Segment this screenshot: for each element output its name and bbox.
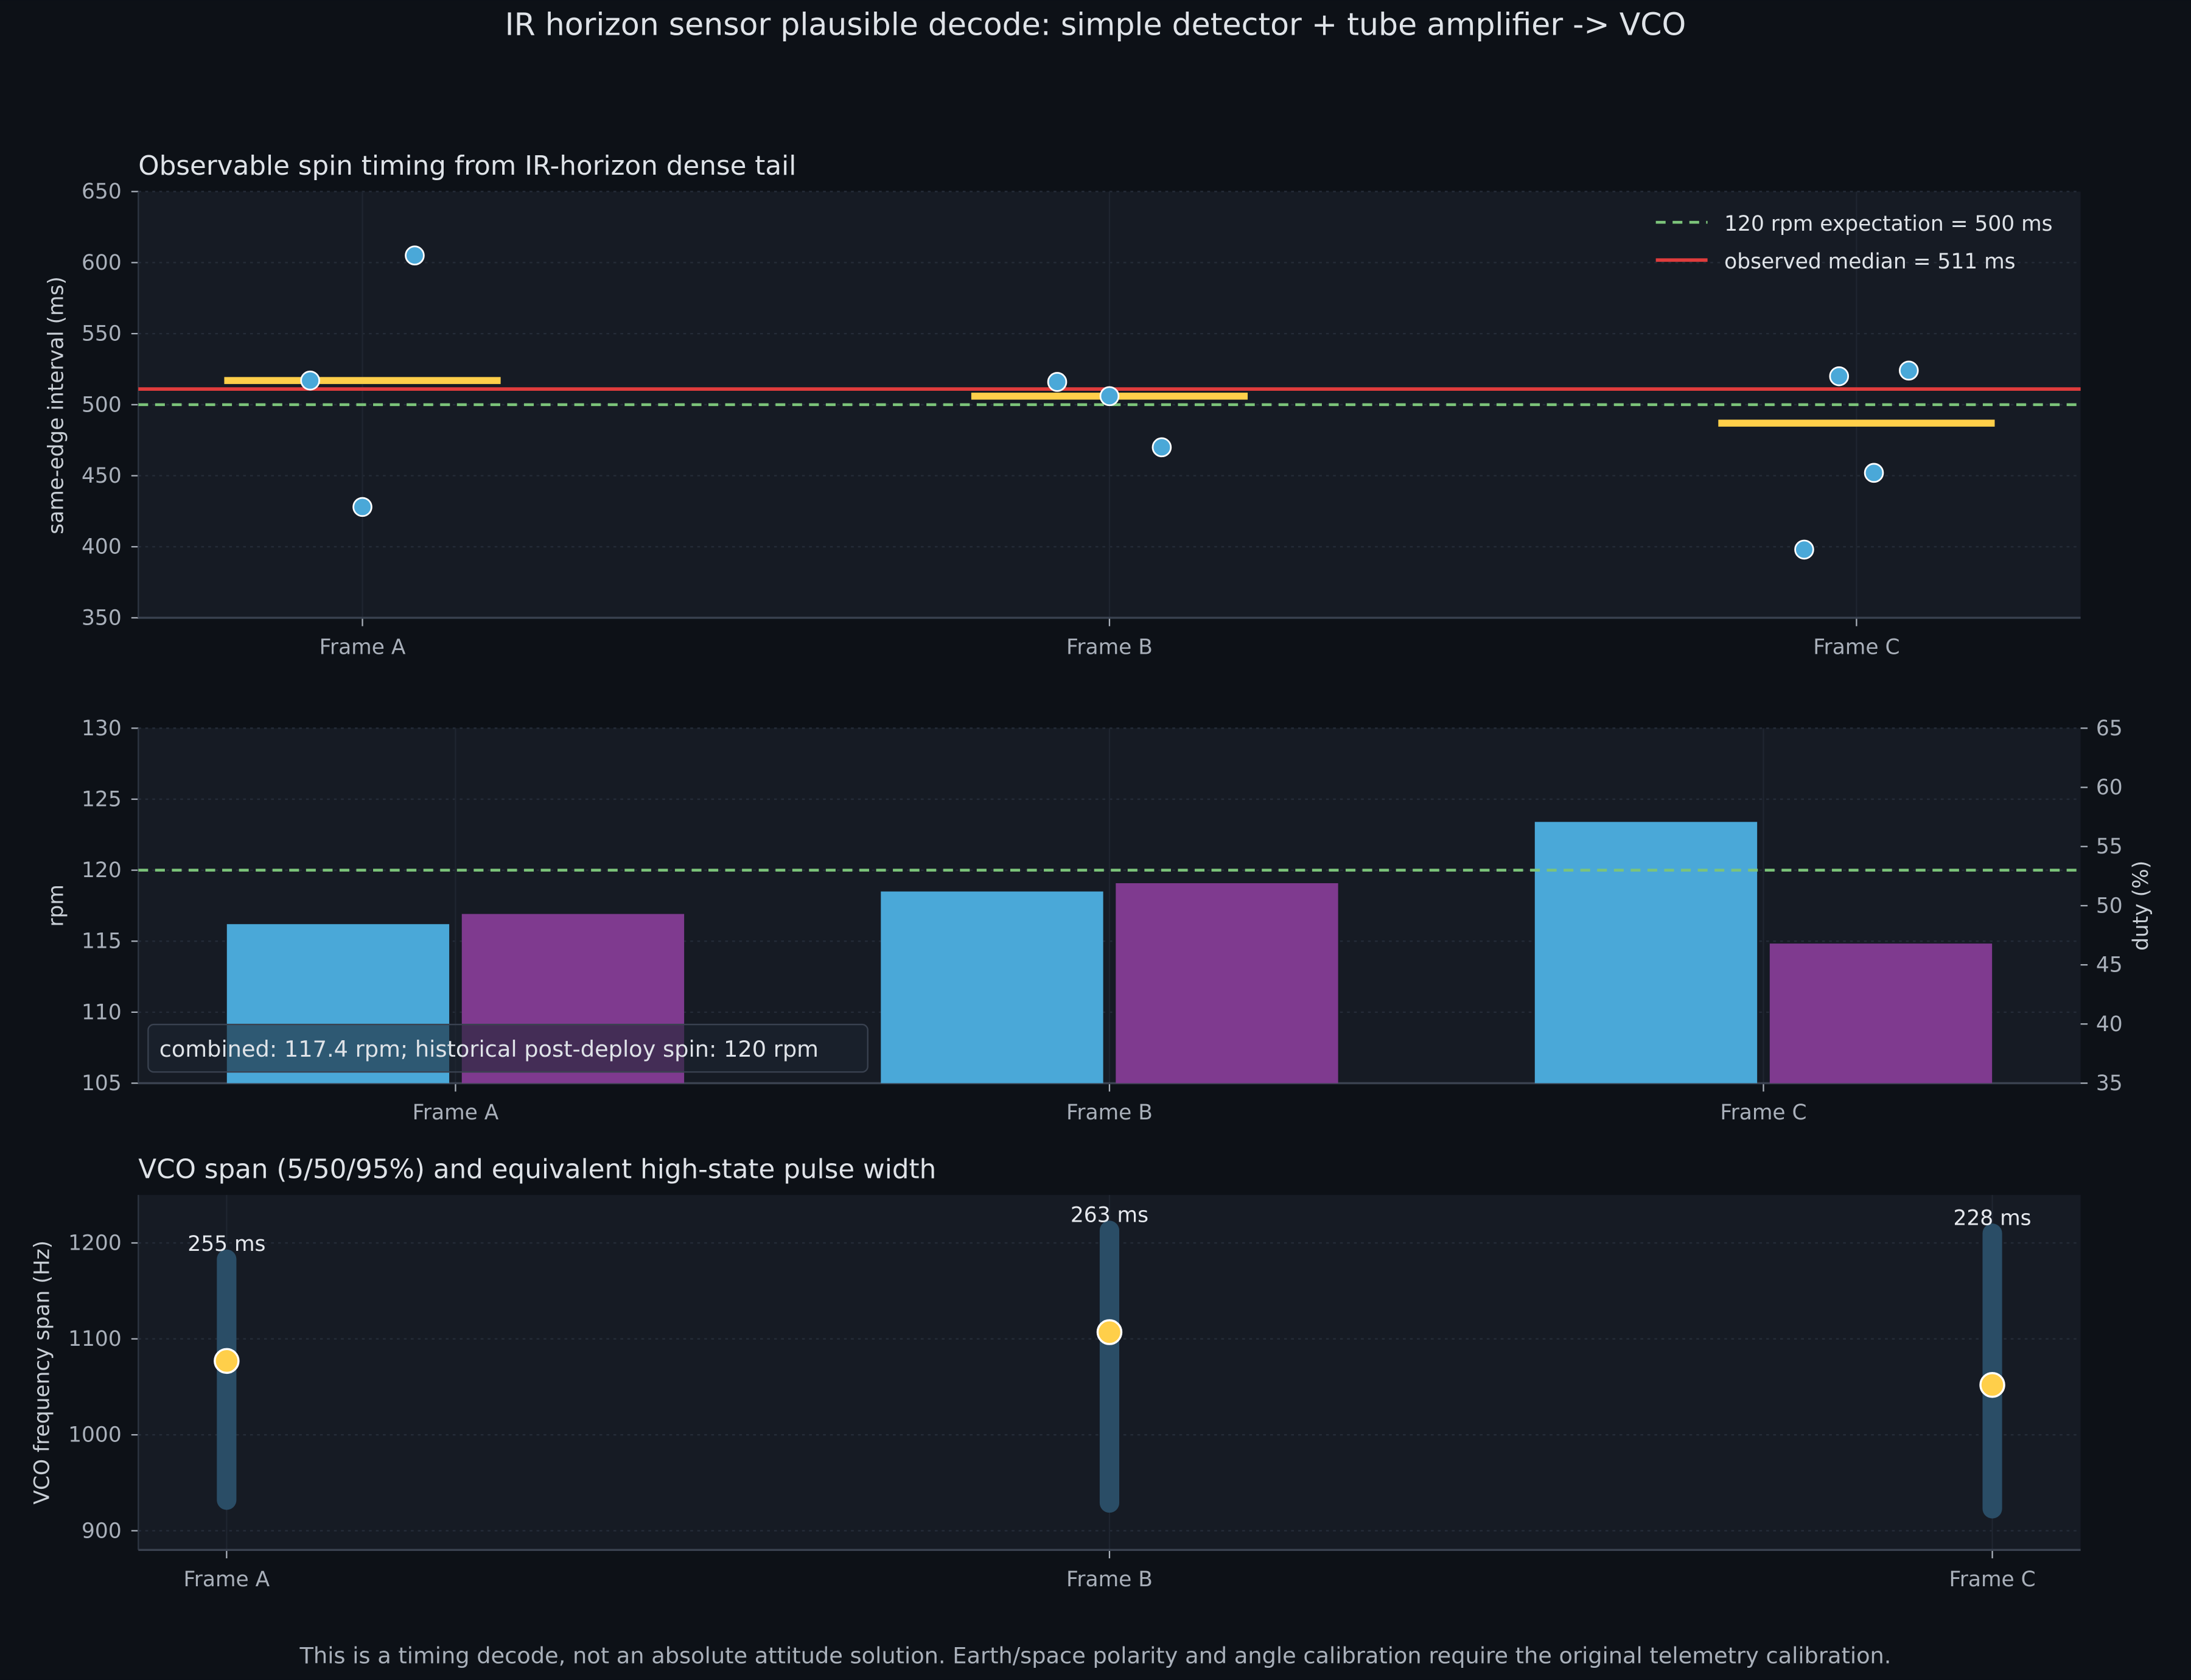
- y-tick-label: 1000: [68, 1423, 122, 1447]
- duty-bar: [1116, 883, 1338, 1083]
- interval-point: [1151, 437, 1172, 458]
- y-tick-label: 115: [82, 929, 122, 954]
- x-tick-label: Frame B: [1066, 635, 1153, 660]
- x-tick-label: Frame C: [1720, 1101, 1806, 1125]
- annotation-box: [147, 1023, 868, 1073]
- x-tick-label: Frame C: [1813, 635, 1899, 660]
- x-tick-label: Frame A: [183, 1567, 270, 1592]
- panel-1-ylabel: same-edge interval (ms): [44, 276, 68, 534]
- y-tick-label: 120: [82, 858, 122, 883]
- y-right-tick-label: 50: [2096, 894, 2123, 918]
- y-tick-label: 350: [82, 606, 122, 630]
- footer-note: This is a timing decode, not an absolute…: [299, 1642, 1892, 1668]
- x-tick-label: Frame A: [320, 635, 406, 660]
- rpm-bar: [881, 891, 1103, 1083]
- y-tick-label: 1100: [68, 1327, 122, 1351]
- y-tick-label: 500: [82, 393, 122, 417]
- legend-expectation-label: 120 rpm expectation = 500 ms: [1724, 212, 2052, 236]
- pulse-width-label: 263 ms: [1071, 1203, 1148, 1228]
- figure-title: IR horizon sensor plausible decode: simp…: [505, 7, 1686, 43]
- panel-3-ylabel: VCO frequency span (Hz): [30, 1241, 54, 1505]
- frame-median-bar: [1718, 419, 1995, 427]
- y-tick-label: 125: [82, 787, 122, 811]
- interval-point: [405, 245, 425, 266]
- legend-median-label: observed median = 511 ms: [1724, 250, 2015, 274]
- y-right-tick-label: 40: [2096, 1012, 2123, 1037]
- interval-point: [1794, 539, 1814, 560]
- y-tick-label: 650: [82, 180, 122, 204]
- y-tick-label: 1200: [68, 1231, 122, 1255]
- interval-point: [1099, 386, 1120, 407]
- y-tick-label: 450: [82, 464, 122, 488]
- panel-2-ylabel-right: duty (%): [2129, 861, 2153, 951]
- x-tick-label: Frame B: [1066, 1101, 1153, 1125]
- vco-median-point: [1096, 1319, 1123, 1345]
- pulse-width-label: 255 ms: [187, 1232, 265, 1256]
- interval-point: [1864, 463, 1884, 483]
- y-right-tick-label: 60: [2096, 775, 2123, 800]
- vco-span-panel: VCO span (5/50/95%) and equivalent high-…: [30, 1155, 2081, 1592]
- y-tick-label: 105: [82, 1071, 122, 1096]
- annotation-text: combined: 117.4 rpm; historical post-dep…: [159, 1036, 819, 1062]
- y-tick-label: 400: [82, 535, 122, 559]
- x-tick-label: Frame B: [1066, 1567, 1153, 1592]
- y-tick-label: 110: [82, 1000, 122, 1024]
- interval-point: [1829, 366, 1850, 387]
- y-tick-label: 900: [82, 1519, 122, 1543]
- interval-point: [1899, 360, 1919, 381]
- interval-point: [1047, 372, 1068, 392]
- frame-median-bar: [224, 377, 501, 384]
- y-tick-label: 130: [82, 716, 122, 741]
- duty-bar: [1769, 943, 1993, 1083]
- panel-1-title: Observable spin timing from IR-horizon d…: [138, 151, 796, 181]
- y-right-tick-label: 45: [2096, 953, 2123, 978]
- rpm-duty-panel: rpm duty (%) 105 110 115 120 125 130 Frame A Fr…: [44, 716, 2153, 1125]
- interval-point: [352, 497, 372, 517]
- vco-median-point: [1979, 1371, 2005, 1398]
- y-right-tick-label: 35: [2096, 1071, 2123, 1096]
- x-tick-label: Frame A: [413, 1101, 499, 1125]
- y-tick-label: 550: [82, 322, 122, 346]
- y-right-tick-label: 55: [2096, 835, 2123, 859]
- rpm-bar: [1534, 822, 1758, 1083]
- pulse-width-label: 228 ms: [1954, 1206, 2032, 1230]
- panel-1-legend: 120 rpm expectation = 500 ms observed me…: [1655, 212, 2053, 274]
- panel-3-title: VCO span (5/50/95%) and equivalent high-…: [138, 1155, 936, 1185]
- x-tick-label: Frame C: [1949, 1567, 2035, 1592]
- interval-point: [300, 370, 320, 391]
- spin-timing-panel: Observable spin timing from IR-horizon d…: [44, 151, 2081, 660]
- panel-2-ylabel: rpm: [44, 884, 68, 927]
- vco-median-point: [214, 1348, 240, 1374]
- y-tick-label: 600: [82, 251, 122, 275]
- y-right-tick-label: 65: [2096, 716, 2123, 741]
